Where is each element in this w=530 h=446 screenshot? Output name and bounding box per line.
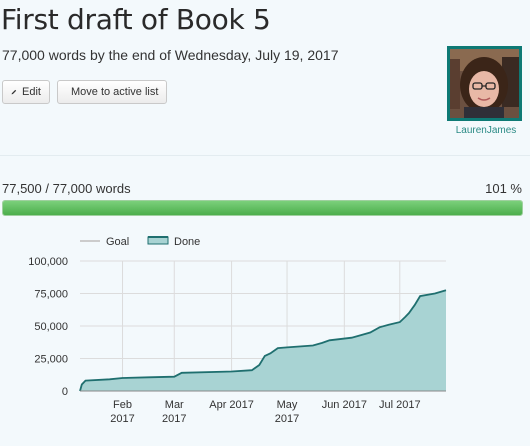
progress-bar-fill — [3, 201, 522, 215]
page-title: First draft of Book 5 — [1, 3, 271, 36]
x-tick-label: Feb — [113, 399, 132, 411]
divider — [0, 155, 530, 156]
progress-chart: 0 25,000 50,000 75,000 100,000 Feb 2017 Mar 2017… — [28, 236, 447, 425]
goal-subtitle: 77,000 words by the end of Wednesday, Ju… — [2, 47, 339, 63]
x-tick-label: 2017 — [110, 413, 134, 425]
progress-bar — [2, 200, 523, 216]
y-tick-label: 75,000 — [34, 289, 68, 301]
x-tick-label: 2017 — [162, 413, 186, 425]
edit-button[interactable]: Edit — [2, 80, 50, 104]
legend-item-label: Done — [174, 236, 200, 248]
progress-count: 77,500 / 77,000 words — [2, 181, 131, 196]
y-tick-label: 0 — [62, 386, 68, 398]
avatar-photo — [450, 49, 519, 118]
user-avatar[interactable] — [447, 46, 522, 121]
x-tick-label: 2017 — [275, 413, 299, 425]
x-tick-label: May — [277, 399, 298, 411]
y-tick-label: 50,000 — [34, 321, 68, 333]
progress-percent: 101 % — [485, 181, 522, 196]
done-series-area — [80, 290, 446, 391]
move-button-label: Move to active list — [71, 86, 159, 98]
edit-button-label: Edit — [22, 86, 41, 98]
y-tick-label: 25,000 — [34, 354, 68, 366]
legend-item-label: Goal — [106, 236, 129, 248]
legend-done-swatch — [147, 236, 169, 245]
y-tick-label: 100,000 — [28, 256, 68, 268]
username-link[interactable]: LaurenJames — [455, 125, 517, 136]
pencil-icon — [11, 89, 17, 95]
x-tick-label: Jul 2017 — [379, 399, 421, 411]
move-to-active-list-button[interactable]: Move to active list — [57, 80, 167, 104]
x-tick-label: Apr 2017 — [209, 399, 254, 411]
x-tick-label: Jun 2017 — [322, 399, 367, 411]
x-tick-label: Mar — [165, 399, 184, 411]
done-series-line — [79, 289, 447, 392]
